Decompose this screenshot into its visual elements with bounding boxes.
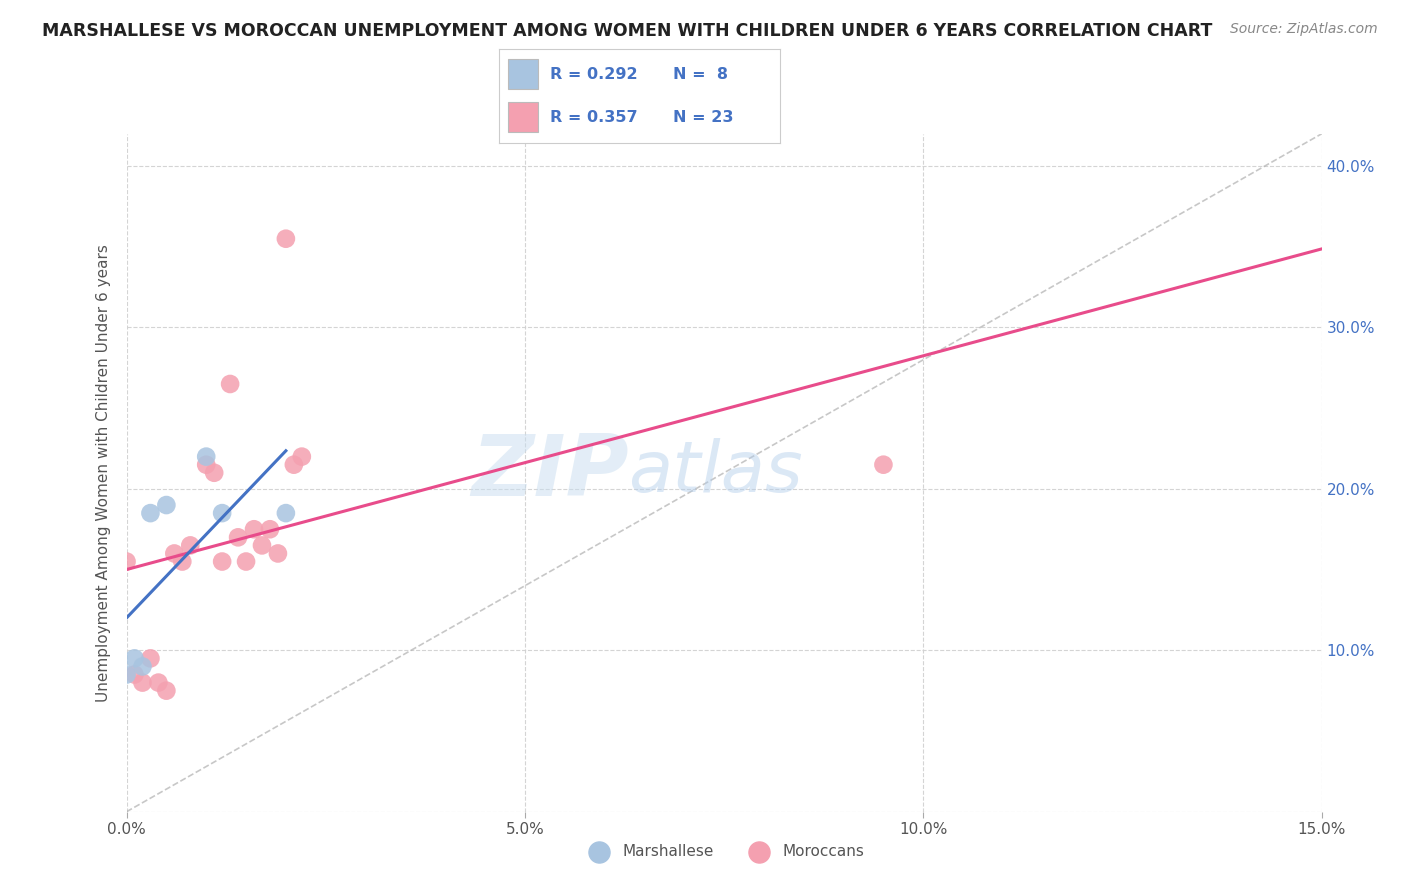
Point	[211, 506, 233, 520]
Point	[124, 667, 146, 681]
Point	[250, 538, 273, 552]
Point	[115, 667, 138, 681]
Text: N =  8: N = 8	[673, 67, 728, 82]
Point	[139, 651, 162, 665]
Point	[195, 450, 218, 464]
Legend: Marshallese, Moroccans: Marshallese, Moroccans	[578, 838, 870, 865]
Point	[179, 538, 201, 552]
Point	[115, 555, 138, 569]
Text: R = 0.292: R = 0.292	[550, 67, 637, 82]
Point	[148, 675, 170, 690]
Y-axis label: Unemployment Among Women with Children Under 6 years: Unemployment Among Women with Children U…	[96, 244, 111, 702]
Text: Source: ZipAtlas.com: Source: ZipAtlas.com	[1230, 22, 1378, 37]
Text: R = 0.357: R = 0.357	[550, 110, 637, 125]
Point	[243, 522, 266, 536]
Point	[195, 458, 218, 472]
FancyBboxPatch shape	[508, 60, 538, 89]
Point	[259, 522, 281, 536]
Point	[219, 376, 242, 391]
Point	[202, 466, 225, 480]
Point	[131, 675, 153, 690]
Point	[274, 232, 297, 246]
Point	[226, 530, 249, 544]
Point	[172, 555, 194, 569]
Point	[155, 683, 177, 698]
Text: MARSHALLESE VS MOROCCAN UNEMPLOYMENT AMONG WOMEN WITH CHILDREN UNDER 6 YEARS COR: MARSHALLESE VS MOROCCAN UNEMPLOYMENT AMO…	[42, 22, 1212, 40]
FancyBboxPatch shape	[508, 103, 538, 132]
Point	[291, 450, 314, 464]
Text: atlas: atlas	[628, 438, 803, 508]
Point	[274, 506, 297, 520]
Point	[283, 458, 305, 472]
Text: ZIP: ZIP	[471, 431, 628, 515]
Point	[211, 555, 233, 569]
Point	[155, 498, 177, 512]
Point	[124, 651, 146, 665]
Text: N = 23: N = 23	[673, 110, 734, 125]
Point	[163, 546, 186, 560]
Point	[235, 555, 257, 569]
Point	[139, 506, 162, 520]
Point	[131, 659, 153, 673]
Point	[872, 458, 894, 472]
Point	[267, 546, 290, 560]
